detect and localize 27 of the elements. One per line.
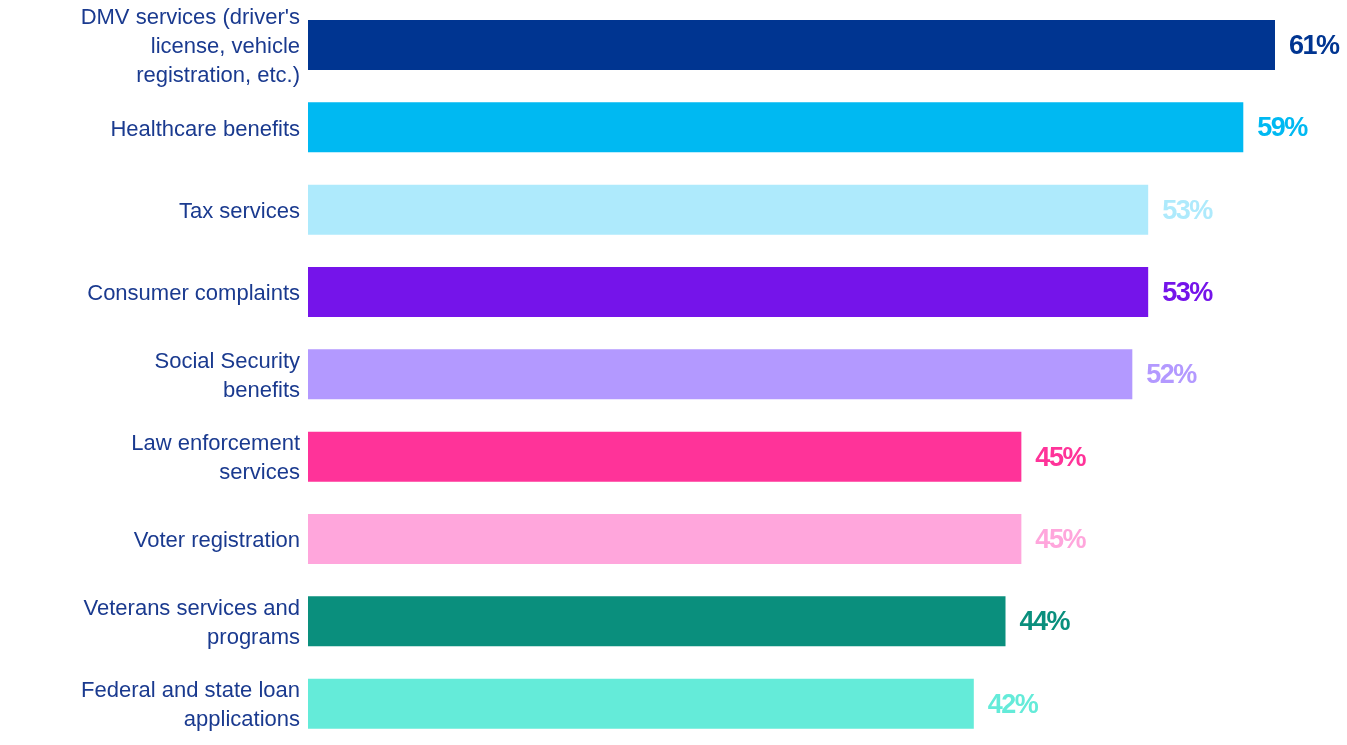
data-label: 61%: [1289, 30, 1341, 60]
bar: [308, 184, 1149, 235]
data-label: 59%: [1257, 112, 1309, 143]
y-tick-label: Consumer complaints: [87, 279, 300, 305]
y-tick-label: Federal and state loan applications: [81, 676, 300, 731]
bar: [308, 267, 1149, 317]
data-label: 42%: [987, 688, 1039, 719]
y-tick-label: DMV services (driver's license, vehicle registration, etc.): [80, 3, 300, 87]
y-tick-label: Tax services: [178, 197, 300, 223]
data-label: 53%: [1162, 194, 1214, 225]
data-label: 52%: [1146, 359, 1198, 390]
bar: [308, 349, 1133, 400]
bar: [308, 514, 1022, 564]
y-tick-label: Law enforcement services: [131, 429, 300, 484]
bar: [308, 678, 974, 729]
y-tick-label: Veterans services and programs: [83, 594, 300, 649]
bar: [308, 431, 1022, 482]
data-label: 53%: [1162, 277, 1214, 307]
y-tick-label: Healthcare benefits: [110, 115, 300, 140]
y-tick-label: Voter registration: [133, 526, 300, 552]
data-label: 45%: [1035, 524, 1087, 554]
data-label: 45%: [1035, 441, 1087, 472]
y-tick-label: Social Security benefits: [154, 347, 300, 402]
bar: [308, 20, 1275, 70]
data-label: 44%: [1019, 606, 1071, 637]
bar: [308, 102, 1244, 153]
bar: [308, 596, 1006, 647]
